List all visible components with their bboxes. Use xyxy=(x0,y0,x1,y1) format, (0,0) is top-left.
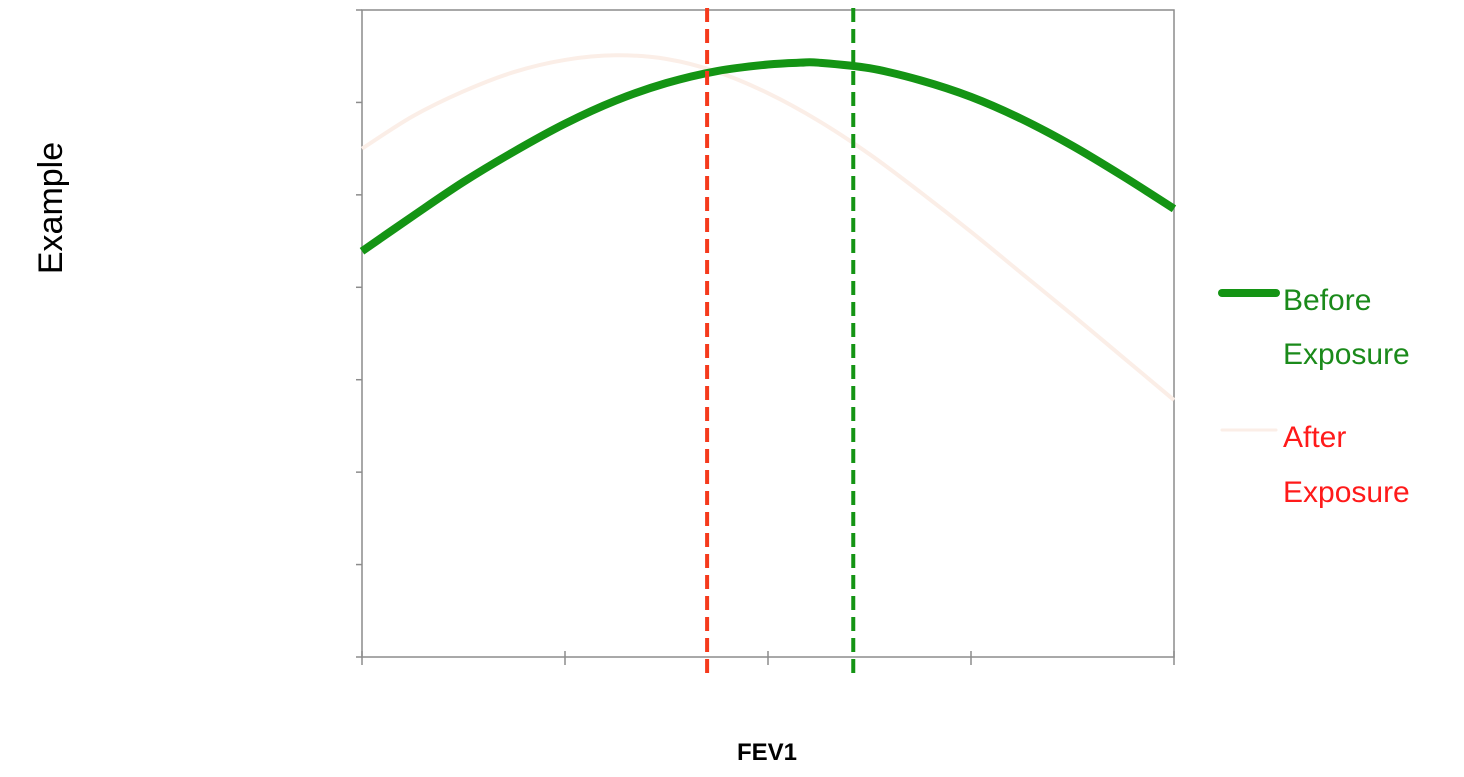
legend-label-before-line1: Before xyxy=(1283,284,1371,317)
vertical-lines xyxy=(705,8,856,675)
y-axis-label: Example xyxy=(32,142,70,274)
series-line-before-exposure xyxy=(359,58,1177,255)
series-line-after-exposure xyxy=(360,53,1176,402)
x-axis-label: FEV1 xyxy=(737,739,797,766)
legend-label-before-line2: Exposure xyxy=(1283,338,1410,371)
legend-label-after-line2: Exposure xyxy=(1283,476,1410,509)
axes xyxy=(356,9,1175,665)
legend: Before Exposure After Exposure xyxy=(1218,284,1410,509)
plot-area-border xyxy=(361,9,1175,658)
series-layer xyxy=(359,53,1177,402)
legend-label-after-line1: After xyxy=(1283,421,1346,454)
